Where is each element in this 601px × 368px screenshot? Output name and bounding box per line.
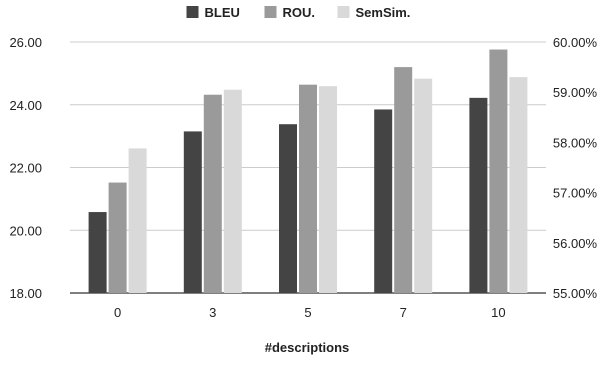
legend-label-semsim: SemSim. [356, 5, 411, 20]
legend-swatch-semsim [337, 6, 350, 18]
bar-semsim-3 [223, 89, 242, 293]
y-right-tick-label: 55.00% [553, 286, 598, 301]
legend-swatch-bleu [186, 6, 199, 18]
bar-bleu-7 [374, 109, 393, 293]
y-left-tick-label: 18.00 [9, 286, 42, 301]
bar-semsim-0 [128, 148, 147, 293]
x-tick-label: 7 [400, 305, 407, 320]
bar-rou-5 [299, 84, 317, 293]
y-right-tick-label: 56.00% [553, 236, 598, 251]
bar-rou-0 [108, 182, 127, 293]
legend-swatch-rou [264, 6, 277, 18]
y-left-tick-label: 24.00 [9, 98, 42, 113]
legend-label-rou: ROU. [283, 5, 316, 20]
bars [88, 49, 528, 294]
x-tick-label: 0 [114, 305, 121, 320]
x-tick-label: 10 [491, 305, 505, 320]
legend: BLEU ROU. SemSim. [186, 5, 411, 20]
bar-rou-7 [394, 67, 413, 293]
bar-rou-3 [203, 94, 222, 294]
bar-bleu-10 [469, 97, 488, 293]
y-right-tick-label: 59.00% [553, 85, 598, 100]
y-right-tick-label: 57.00% [553, 186, 598, 201]
legend-label-bleu: BLEU [205, 5, 240, 20]
y-left-tick-label: 20.00 [9, 223, 42, 238]
x-axis-title: #descriptions [265, 340, 350, 355]
bar-semsim-5 [319, 86, 337, 294]
bar-rou-10 [489, 49, 508, 293]
x-tick-label: 3 [209, 305, 216, 320]
y-left-tick-label: 22.00 [9, 161, 42, 176]
y-left-tick-label: 26.00 [9, 35, 42, 50]
y-right-tick-label: 60.00% [553, 35, 598, 50]
y-right-tick-label: 58.00% [553, 135, 598, 150]
bar-semsim-7 [414, 78, 433, 293]
bar-bleu-5 [279, 124, 297, 293]
bar-semsim-10 [509, 77, 528, 293]
axes: 18.00 20.00 22.00 24.00 26.00 55.00% 56.00% 57.… [9, 35, 597, 320]
x-tick-label: 5 [304, 305, 311, 320]
bar-bleu-3 [183, 131, 202, 293]
bar-bleu-0 [88, 212, 107, 293]
